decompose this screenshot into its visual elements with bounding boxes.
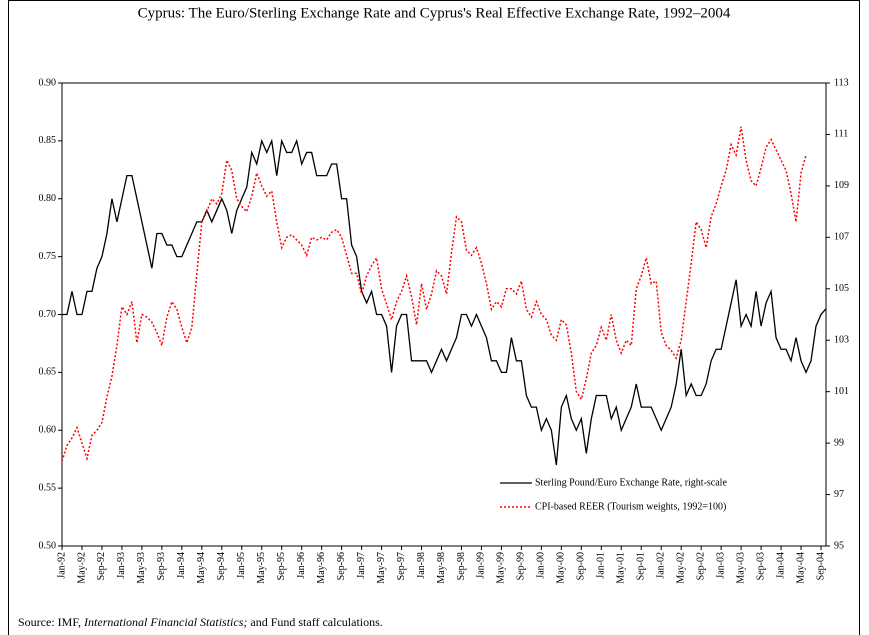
x-tick-label: Jan-04 xyxy=(775,552,786,579)
x-tick-label: May-00 xyxy=(556,552,567,584)
y2-tick-label: 111 xyxy=(834,129,848,140)
x-tick-label: Jan-03 xyxy=(715,552,726,579)
y-tick-label: 0.85 xyxy=(39,135,57,146)
x-tick-label: Sep-98 xyxy=(456,552,467,580)
x-tick-label: Jan-94 xyxy=(176,552,187,579)
source-text: International Financial Statistics; xyxy=(83,615,247,629)
x-tick-label: May-04 xyxy=(795,552,806,584)
y2-tick-label: 99 xyxy=(834,437,844,448)
y2-tick-label: 103 xyxy=(834,335,849,346)
x-tick-label: May-01 xyxy=(616,552,627,584)
x-tick-label: Sep-93 xyxy=(156,552,167,580)
y-tick-label: 0.50 xyxy=(39,540,57,551)
x-tick-label: Jan-02 xyxy=(656,552,667,579)
series-line xyxy=(62,138,827,466)
y-tick-label: 0.75 xyxy=(39,251,57,262)
x-tick-label: Sep-95 xyxy=(276,552,287,580)
x-tick-label: May-92 xyxy=(76,552,87,584)
x-tick-label: Jan-00 xyxy=(536,552,547,579)
x-tick-label: Sep-92 xyxy=(96,552,107,580)
x-tick-label: Sep-94 xyxy=(216,552,227,580)
source: Source: IMF, International Financial Sta… xyxy=(18,615,383,629)
x-tick-label: Sep-00 xyxy=(576,552,587,580)
x-tick-label: Jan-95 xyxy=(236,552,247,579)
y2-tick-label: 107 xyxy=(834,232,849,243)
x-tick-label: Jan-99 xyxy=(476,552,487,579)
x-tick-label: May-99 xyxy=(496,552,507,584)
series-line xyxy=(61,126,807,462)
x-tick-label: Jan-98 xyxy=(416,552,427,579)
legend-label: Sterling Pound/Euro Exchange Rate, right… xyxy=(535,477,727,488)
x-tick-label: Jan-93 xyxy=(116,552,127,579)
y-tick-label: 0.55 xyxy=(39,482,57,493)
x-tick-label: Sep-04 xyxy=(815,552,826,580)
x-tick-label: Sep-96 xyxy=(336,552,347,580)
y2-tick-label: 113 xyxy=(834,77,849,88)
y2-tick-label: 97 xyxy=(834,489,844,500)
x-tick-label: May-02 xyxy=(675,552,686,584)
x-tick-label: Jan-92 xyxy=(56,552,67,579)
source-text: and Fund staff calculations. xyxy=(247,615,382,629)
y-tick-label: 0.80 xyxy=(39,193,57,204)
x-tick-label: May-95 xyxy=(256,552,267,584)
x-tick-label: Sep-02 xyxy=(695,552,706,580)
y-tick-label: 0.70 xyxy=(39,309,57,320)
x-tick-label: Jan-01 xyxy=(596,552,607,579)
y2-tick-label: 109 xyxy=(834,180,849,191)
x-tick-label: May-03 xyxy=(735,552,746,584)
legend-label: CPI-based REER (Tourism weights, 1992=10… xyxy=(535,501,726,512)
y2-tick-label: 101 xyxy=(834,386,849,397)
y-tick-label: 0.65 xyxy=(39,367,57,378)
x-tick-label: May-98 xyxy=(436,552,447,584)
x-tick-label: Jan-96 xyxy=(296,552,307,579)
y-tick-label: 0.60 xyxy=(39,425,57,436)
y2-tick-label: 95 xyxy=(834,540,844,551)
x-tick-label: Sep-97 xyxy=(396,552,407,580)
source-text: Source: IMF, xyxy=(18,615,84,629)
x-tick-label: May-96 xyxy=(316,552,327,584)
y2-tick-label: 105 xyxy=(834,283,849,294)
x-tick-label: Jan-97 xyxy=(356,552,367,579)
x-tick-label: Sep-03 xyxy=(755,552,766,580)
y-tick-label: 0.90 xyxy=(39,77,57,88)
x-tick-label: Sep-99 xyxy=(516,552,527,580)
x-tick-label: May-97 xyxy=(376,552,387,584)
x-tick-label: May-94 xyxy=(196,552,207,584)
x-tick-label: Sep-01 xyxy=(636,552,647,580)
frame xyxy=(8,0,860,635)
x-tick-label: May-93 xyxy=(136,552,147,584)
chart-title: Cyprus: The Euro/Sterling Exchange Rate … xyxy=(138,5,731,21)
